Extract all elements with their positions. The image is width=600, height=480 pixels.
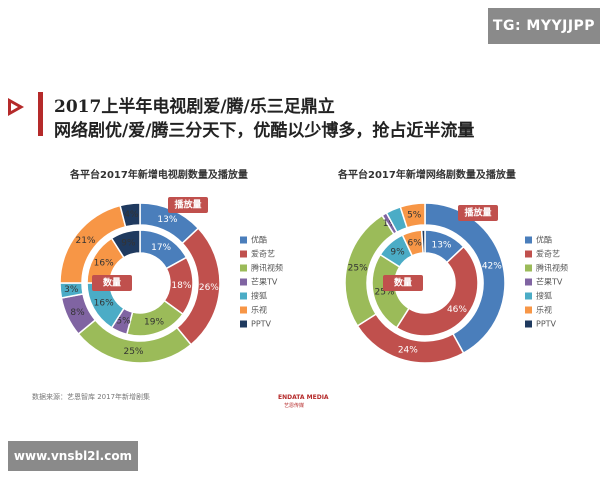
tag-playcount-box <box>168 197 208 213</box>
legend-entry: 芒果TV <box>251 277 278 287</box>
legend-swatch <box>525 292 532 300</box>
tag-playcount-label: 播放量 <box>464 207 491 219</box>
segment-label: 17% <box>151 243 171 253</box>
segment-label: 24% <box>398 345 418 355</box>
legend-swatch <box>240 236 247 244</box>
watermark-top-badge: TG: MYYJJPP <box>488 8 600 44</box>
legend-swatch <box>525 306 532 314</box>
segment-label: 9% <box>390 247 405 257</box>
chart-title: 各平台2017年新增电视剧数量及播放量 <box>69 168 248 181</box>
tag-count-label: 数量 <box>103 277 121 289</box>
donut-segment-inner <box>420 229 426 254</box>
segment-label: 13% <box>157 215 177 225</box>
legend-swatch <box>240 320 247 328</box>
legend-entry: 乐视 <box>536 305 552 315</box>
legend-entry: PPTV <box>536 320 557 329</box>
legend-entry: 搜狐 <box>251 291 267 301</box>
legend-entry: 乐视 <box>251 305 267 315</box>
tv-drama-chart: 各平台2017年新增电视剧数量及播放量 13% 26% 25% 8% 3% 21% 4% 17%… <box>59 168 283 364</box>
segment-label: 18% <box>171 281 191 291</box>
segment-label: 5% <box>407 210 422 220</box>
segment-label: 16% <box>94 259 114 269</box>
tag-playcount-box <box>458 205 498 221</box>
segment-label: 46% <box>447 305 467 315</box>
legend-swatch <box>240 264 247 272</box>
segment-label: 1% <box>383 219 398 229</box>
tag-count-box <box>383 275 423 291</box>
segment-label: 16% <box>94 298 114 308</box>
legend-entry: 芒果TV <box>536 277 563 287</box>
segment-label: 25% <box>374 288 394 298</box>
segment-label: 19% <box>144 318 164 328</box>
watermark-bottom-badge: www.vnsbl2l.com <box>8 441 138 471</box>
brand-logo-text: ENDATA MEDIA <box>278 394 329 401</box>
play-icon-inner <box>11 103 18 111</box>
legend-swatch <box>240 250 247 258</box>
legend-swatch <box>525 250 532 258</box>
donut-segment-inner <box>395 245 479 337</box>
data-source-note: 数据来源：艺恩智库 2017年新增剧集 <box>32 393 151 401</box>
segment-label: 25% <box>123 347 143 357</box>
segment-label: 9% <box>121 239 136 249</box>
legend-entry: 优酷 <box>251 235 267 245</box>
legend-entry: 搜狐 <box>536 291 552 301</box>
segment-label: 4% <box>124 210 139 220</box>
segment-label: 5% <box>116 317 131 327</box>
legend-swatch <box>525 236 532 244</box>
brand-logo-subtext: 艺恩传媒 <box>284 403 305 409</box>
headline-line-1: 2017上半年电视剧爱/腾/乐三足鼎立 <box>54 97 335 117</box>
legend-swatch <box>525 264 532 272</box>
legend-entry: 爱奇艺 <box>536 249 560 259</box>
legend-entry: 爱奇艺 <box>251 249 275 259</box>
donut-segment-inner <box>110 229 141 259</box>
tag-count-label: 数量 <box>394 277 412 289</box>
web-drama-chart: 各平台2017年新增网络剧数量及播放量 42% 24% 25% 1% 5% 13% 46% 25… <box>337 168 568 364</box>
legend-entry: PPTV <box>251 320 272 329</box>
segment-label: 42% <box>482 261 502 271</box>
segment-label: 3% <box>64 285 79 295</box>
legend-swatch <box>525 278 532 286</box>
legend-swatch <box>240 278 247 286</box>
tag-playcount-label: 播放量 <box>174 199 201 211</box>
legend-swatch <box>240 306 247 314</box>
headline-line-2: 网络剧优/爱/腾三分天下，优酷以少博多，抢占近半流量 <box>54 121 475 141</box>
donut-segment-outer <box>399 202 426 229</box>
legend-entry: 优酷 <box>536 235 552 245</box>
tag-count-box <box>92 275 132 291</box>
segment-label: 26% <box>199 283 219 293</box>
legend-swatch <box>240 292 247 300</box>
chart-title: 各平台2017年新增网络剧数量及播放量 <box>337 168 516 181</box>
title-accent-bar <box>38 92 43 136</box>
segment-label: 25% <box>348 263 368 273</box>
segment-label: 13% <box>431 240 451 250</box>
legend-entry: 腾讯视频 <box>536 263 568 273</box>
legend-swatch <box>525 320 532 328</box>
legend-entry: 腾讯视频 <box>251 263 283 273</box>
donut-segment-outer <box>119 202 141 228</box>
segment-label: 21% <box>75 236 95 246</box>
segment-label: 6% <box>408 238 423 248</box>
segment-label: 8% <box>70 308 85 318</box>
